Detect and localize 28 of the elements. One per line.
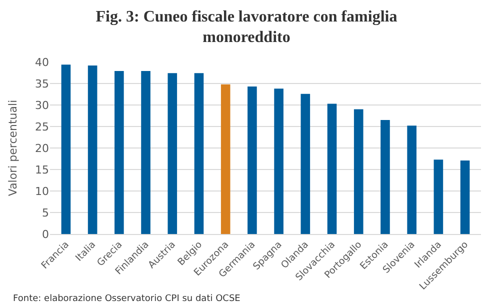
y-tick-label: 30 (35, 98, 49, 112)
y-tick-label: 40 (35, 56, 49, 69)
bar (407, 126, 416, 234)
chart-title: Fig. 3: Cuneo fiscale lavoratore con famiglia monoreddito (96, 8, 398, 46)
bar (354, 109, 364, 234)
bar (168, 73, 178, 234)
bar (141, 71, 150, 234)
y-tick-label: 0 (42, 228, 49, 241)
bar (114, 71, 124, 234)
bar (88, 65, 98, 234)
y-tick-label: 20 (35, 142, 49, 155)
y-tick-label: 10 (35, 184, 49, 198)
bar (460, 160, 470, 234)
bar (61, 64, 71, 234)
bar (434, 160, 444, 234)
bar (220, 84, 230, 234)
bar (380, 120, 390, 234)
y-tick-label: 15 (35, 163, 49, 176)
bar (274, 88, 284, 234)
y-tick-label: 25 (35, 120, 49, 134)
bar (248, 86, 257, 234)
y-axis-title: Valori percentuali (6, 100, 20, 196)
bar (327, 104, 337, 234)
y-tick-label: 5 (42, 206, 49, 220)
bar (194, 73, 204, 234)
source-note: Fonte: elaborazione Osservatorio CPI su dati OCSE (13, 294, 241, 304)
y-tick-label: 35 (35, 77, 49, 90)
bar (300, 94, 310, 234)
